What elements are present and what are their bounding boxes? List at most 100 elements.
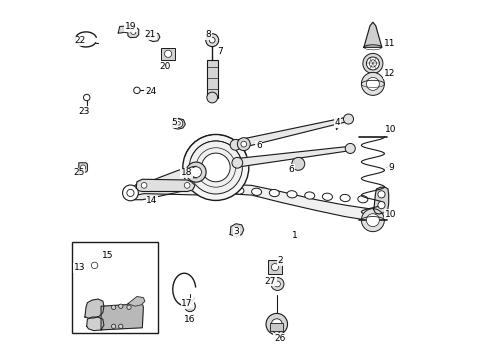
- Ellipse shape: [340, 194, 349, 202]
- Circle shape: [366, 214, 379, 226]
- Polygon shape: [373, 187, 388, 214]
- Text: 7: 7: [217, 47, 223, 56]
- Text: 9: 9: [387, 163, 393, 172]
- Circle shape: [271, 264, 278, 271]
- Circle shape: [184, 301, 195, 312]
- Text: 22: 22: [74, 36, 85, 45]
- Text: 21: 21: [144, 30, 156, 39]
- Circle shape: [126, 305, 131, 310]
- Text: 27: 27: [264, 276, 275, 285]
- Bar: [206, 60, 217, 98]
- Text: 10: 10: [384, 125, 396, 134]
- Circle shape: [366, 77, 379, 90]
- Circle shape: [241, 141, 246, 147]
- Text: 1: 1: [291, 231, 297, 240]
- Text: 5: 5: [171, 118, 177, 127]
- Text: 12: 12: [383, 69, 395, 78]
- Circle shape: [131, 30, 136, 35]
- Text: 8: 8: [204, 30, 210, 39]
- Circle shape: [111, 324, 116, 328]
- Text: 15: 15: [102, 251, 113, 260]
- Circle shape: [141, 183, 147, 188]
- Polygon shape: [128, 166, 192, 200]
- Text: 14: 14: [146, 196, 157, 205]
- Circle shape: [362, 53, 382, 73]
- Circle shape: [122, 185, 138, 201]
- Circle shape: [81, 165, 85, 170]
- Circle shape: [273, 326, 280, 333]
- Ellipse shape: [269, 189, 279, 197]
- Bar: [267, 260, 282, 274]
- Circle shape: [345, 143, 355, 153]
- Circle shape: [205, 34, 218, 46]
- Text: 6: 6: [255, 141, 261, 150]
- Text: 17: 17: [181, 299, 192, 308]
- Text: 26: 26: [273, 334, 285, 343]
- Text: 24: 24: [144, 86, 156, 95]
- Polygon shape: [79, 163, 87, 172]
- Circle shape: [176, 122, 180, 125]
- Circle shape: [361, 72, 384, 95]
- Polygon shape: [230, 224, 244, 237]
- Circle shape: [111, 305, 116, 310]
- Ellipse shape: [251, 188, 261, 195]
- Ellipse shape: [286, 191, 296, 198]
- Circle shape: [368, 60, 376, 67]
- Circle shape: [274, 281, 280, 287]
- Ellipse shape: [322, 193, 332, 201]
- Circle shape: [119, 324, 122, 328]
- Circle shape: [190, 167, 201, 177]
- Circle shape: [183, 134, 248, 201]
- Circle shape: [126, 189, 134, 197]
- Circle shape: [231, 157, 242, 168]
- Polygon shape: [363, 22, 381, 47]
- Circle shape: [265, 314, 287, 335]
- Circle shape: [201, 153, 230, 182]
- Polygon shape: [147, 32, 160, 41]
- Circle shape: [91, 262, 98, 269]
- Polygon shape: [101, 304, 143, 330]
- Text: 2: 2: [277, 256, 283, 265]
- Circle shape: [270, 278, 284, 291]
- Bar: [270, 323, 283, 330]
- Ellipse shape: [357, 195, 367, 203]
- Circle shape: [189, 141, 242, 194]
- Polygon shape: [236, 146, 350, 167]
- Ellipse shape: [304, 192, 314, 199]
- Circle shape: [230, 139, 241, 150]
- Circle shape: [377, 202, 384, 209]
- Polygon shape: [172, 118, 185, 129]
- Polygon shape: [86, 317, 104, 330]
- Circle shape: [271, 319, 282, 329]
- Text: 13: 13: [74, 264, 85, 273]
- Polygon shape: [85, 299, 104, 318]
- Ellipse shape: [216, 186, 226, 193]
- Circle shape: [83, 94, 90, 101]
- Circle shape: [187, 304, 192, 309]
- Text: 23: 23: [78, 107, 89, 116]
- Text: 4: 4: [334, 118, 340, 127]
- Text: 19: 19: [124, 22, 136, 31]
- Circle shape: [164, 50, 171, 57]
- Text: 25: 25: [73, 168, 84, 177]
- Bar: [161, 48, 175, 59]
- Ellipse shape: [233, 187, 244, 194]
- Circle shape: [185, 162, 206, 182]
- Circle shape: [133, 87, 140, 94]
- Polygon shape: [128, 297, 144, 306]
- Polygon shape: [118, 26, 139, 38]
- Circle shape: [209, 37, 215, 43]
- Circle shape: [366, 57, 379, 70]
- Circle shape: [291, 157, 304, 170]
- Bar: [72, 242, 158, 333]
- Circle shape: [184, 183, 190, 188]
- Text: 20: 20: [159, 62, 170, 71]
- Circle shape: [361, 209, 384, 231]
- Circle shape: [237, 138, 250, 150]
- Circle shape: [377, 191, 384, 198]
- Text: 6: 6: [287, 165, 293, 174]
- Text: 3: 3: [233, 228, 239, 237]
- Polygon shape: [129, 182, 378, 221]
- Text: 10: 10: [384, 210, 396, 219]
- Polygon shape: [136, 179, 195, 192]
